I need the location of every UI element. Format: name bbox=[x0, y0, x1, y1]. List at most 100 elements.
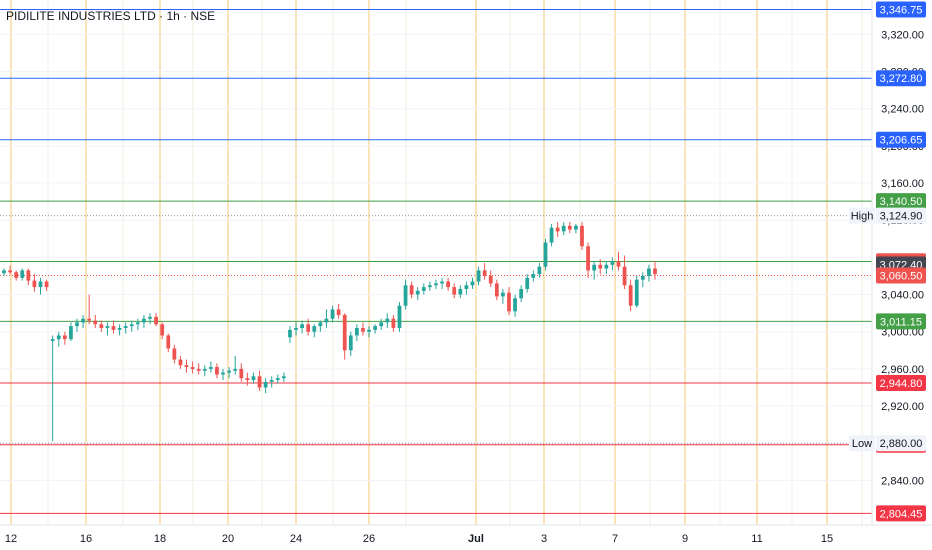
price-badges: 3,346.753,272.803,206.653,140.503,075.60… bbox=[849, 1, 926, 522]
candle-body bbox=[653, 268, 657, 275]
candle-body bbox=[494, 283, 499, 297]
candle-body bbox=[598, 264, 603, 269]
price-badge bbox=[876, 1, 926, 18]
price-badge bbox=[876, 267, 926, 284]
candle-body bbox=[348, 335, 353, 351]
candle-body bbox=[367, 329, 371, 332]
candle-body bbox=[324, 318, 329, 323]
candle-body bbox=[476, 270, 481, 282]
y-tick-label: 3,240.00 bbox=[881, 104, 924, 116]
x-tick-label: 3 bbox=[541, 533, 547, 545]
candle-body bbox=[56, 335, 61, 340]
candle-body bbox=[154, 316, 158, 325]
y-tick-label: 2,840.00 bbox=[881, 475, 924, 487]
candle-body bbox=[452, 287, 457, 295]
candle-body bbox=[202, 368, 207, 371]
extreme-tag bbox=[849, 435, 875, 452]
candle-body bbox=[251, 376, 256, 381]
x-tick-label: 18 bbox=[154, 533, 166, 545]
candle-body bbox=[14, 272, 19, 278]
price-badge-label: 3,206.65 bbox=[880, 135, 923, 147]
candle-body bbox=[160, 324, 165, 336]
candle-body bbox=[245, 378, 250, 381]
price-badge-label: 3,140.50 bbox=[880, 196, 923, 208]
candle-body bbox=[148, 316, 152, 319]
price-badge-label: 3,011.15 bbox=[880, 316, 922, 328]
candle-body bbox=[464, 285, 469, 289]
candle-body bbox=[616, 261, 621, 267]
candle-body bbox=[342, 315, 347, 351]
price-badge bbox=[876, 193, 926, 210]
candle-body bbox=[281, 376, 286, 379]
candle-body bbox=[257, 376, 262, 388]
x-tick-label: 11 bbox=[751, 533, 762, 545]
candle-body bbox=[403, 285, 408, 306]
x-tick-label: 7 bbox=[612, 533, 618, 545]
candle-body bbox=[8, 270, 12, 273]
candle-body bbox=[190, 367, 195, 369]
candle-body bbox=[62, 335, 67, 340]
price-badge-label: 2,804.45 bbox=[880, 508, 923, 520]
candle-body bbox=[488, 275, 493, 284]
candle-body bbox=[142, 318, 146, 323]
candle-body bbox=[288, 329, 292, 338]
candle-body bbox=[513, 298, 517, 312]
candle-body bbox=[336, 309, 341, 315]
candle-body bbox=[421, 287, 426, 291]
candle-body bbox=[397, 305, 402, 329]
price-badge-label: 2,880.00 bbox=[880, 438, 923, 450]
candle-body bbox=[2, 270, 6, 274]
candle-body bbox=[50, 339, 55, 342]
candle-body bbox=[519, 288, 524, 299]
extreme-tag-label: High bbox=[851, 211, 874, 223]
x-tick-label: 24 bbox=[290, 533, 302, 545]
candle-body bbox=[561, 225, 566, 232]
price-badge-label: 3,124.90 bbox=[880, 211, 923, 223]
candle-body bbox=[129, 324, 134, 327]
candle-body bbox=[208, 367, 213, 369]
candle-body bbox=[215, 367, 219, 375]
price-badge-label: 2,944.80 bbox=[880, 378, 923, 390]
y-tick-label: 2,920.00 bbox=[881, 401, 924, 413]
candle-body bbox=[221, 372, 225, 375]
candle-body bbox=[604, 264, 609, 269]
candle-body bbox=[26, 270, 31, 281]
y-tick-label: 3,000.00 bbox=[881, 327, 924, 339]
candle-body bbox=[44, 281, 49, 288]
candle-body bbox=[269, 380, 274, 382]
candle-body bbox=[294, 328, 298, 330]
candle-body bbox=[580, 225, 584, 247]
candle-body bbox=[263, 381, 268, 388]
candle-body bbox=[525, 277, 530, 289]
candle-body bbox=[87, 318, 92, 321]
candle-body bbox=[300, 324, 305, 329]
candle-body bbox=[537, 266, 542, 275]
candle-body bbox=[361, 328, 365, 332]
candle-body bbox=[196, 368, 201, 371]
price-badge bbox=[876, 70, 926, 87]
price-badge bbox=[876, 435, 926, 452]
price-badge bbox=[876, 313, 926, 330]
price-badge-label: 3,346.75 bbox=[880, 5, 923, 17]
x-tick-label: Jul bbox=[468, 533, 484, 545]
x-tick-label: 20 bbox=[222, 533, 234, 545]
y-tick-label: 2,960.00 bbox=[881, 364, 924, 376]
candle-body bbox=[330, 309, 335, 319]
extreme-tag bbox=[849, 207, 875, 224]
y-tick-label: 3,040.00 bbox=[881, 290, 924, 302]
candle-body bbox=[379, 322, 384, 327]
candle-body bbox=[275, 378, 280, 381]
candle-body bbox=[574, 225, 578, 230]
candle-body bbox=[434, 283, 438, 286]
chart-title: PIDILITE INDUSTRIES LTD · 1h · NSE bbox=[6, 9, 215, 23]
candle-body bbox=[391, 318, 396, 329]
candle-body bbox=[470, 281, 475, 286]
candle-body bbox=[105, 326, 110, 329]
candle-body bbox=[166, 335, 171, 349]
candle-body bbox=[306, 324, 311, 332]
x-tick-label: 15 bbox=[821, 533, 833, 545]
candle-body bbox=[409, 285, 414, 295]
candle-body bbox=[507, 292, 511, 312]
